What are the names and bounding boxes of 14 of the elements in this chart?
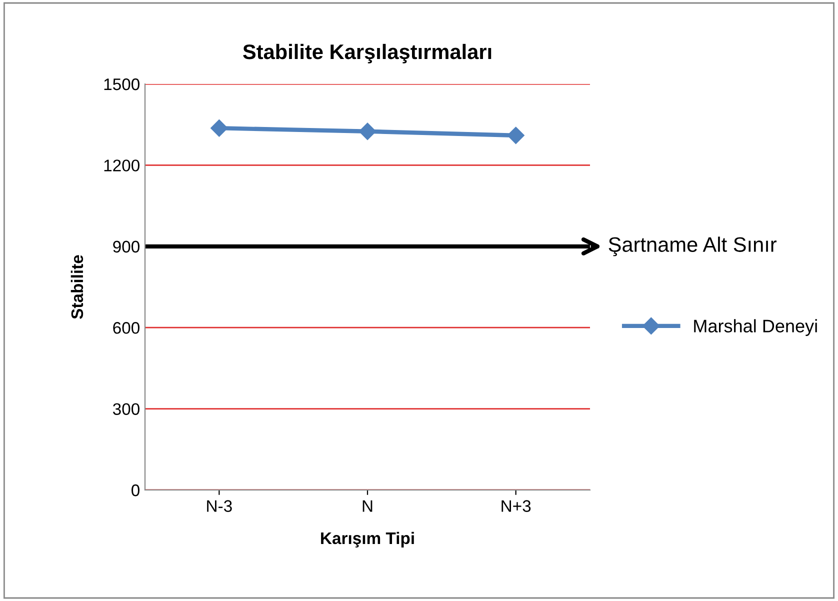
x-tick-label: N-3: [207, 500, 232, 512]
ref-line-label: Şartname Alt Sınır: [608, 236, 777, 256]
y-tick-label: 900: [113, 240, 140, 253]
y-tick-label: 1200: [104, 160, 140, 172]
x-tick-label: N: [362, 500, 372, 512]
legend-label: Marshal Deneyi: [694, 319, 817, 336]
x-tick-label: N+3: [502, 500, 531, 512]
x-axis-title: Karışım Tipi: [321, 532, 414, 548]
y-tick-label: 300: [112, 403, 140, 416]
y-axis-title: Stabilite: [70, 255, 84, 319]
y-tick-label: 1500: [104, 78, 140, 90]
chart-title: Stabilite Karşılaştırmaları: [243, 44, 492, 64]
y-tick-label: 0: [132, 484, 140, 496]
y-tick-label: 600: [113, 322, 140, 334]
